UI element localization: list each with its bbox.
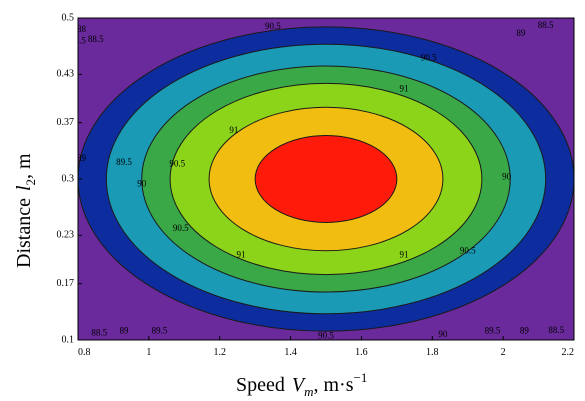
contour-label-21: 88.5 — [548, 325, 564, 335]
x-tick-label-2: 1.2 — [213, 347, 226, 358]
contour-label-25: 89 — [77, 153, 87, 163]
x-tick-label-5: 1.8 — [426, 347, 439, 358]
y-tick-label-2: 0.23 — [57, 230, 75, 241]
contour-label-14: 88.5 — [91, 328, 107, 338]
contour-label-8: 90.5 — [169, 159, 185, 169]
contour-bands — [78, 18, 574, 340]
contour-label-11: 91 — [236, 250, 245, 260]
x-axis-ticks: 0.8 1 1.2 1.4 1.6 1.8 2 2.2 — [77, 336, 575, 358]
y-tick-label-6: 0.5 — [62, 12, 75, 23]
contour-label-22: 89 — [516, 28, 526, 38]
contour-label-17: 90.5 — [318, 330, 334, 340]
contour-label-3: 90.5 — [421, 52, 437, 62]
contour-label-16: 89.5 — [152, 326, 168, 336]
contour-label-12: 91 — [399, 250, 408, 260]
contour-label-1: 88.5 — [538, 20, 554, 30]
y-tick-label-1: 0.17 — [57, 278, 75, 289]
contour-label-15: 89 — [120, 326, 130, 336]
contour-label-20: 89 — [520, 326, 530, 336]
contour-label-9: 90 — [502, 171, 512, 181]
x-tick-label-1: 1 — [146, 347, 151, 358]
y-tick-label-5: 0.43 — [57, 69, 75, 80]
contour-label-7: 90 — [137, 179, 147, 189]
x-tick-label-6: 2 — [501, 347, 506, 358]
contour-label-4: 91 — [399, 84, 408, 94]
x-tick-label-0: 0.8 — [78, 347, 91, 358]
y-tick-label-4: 0.37 — [57, 117, 75, 128]
contour-label-19: 89.5 — [485, 326, 501, 336]
contour-label-24: 88 — [77, 24, 87, 34]
contour-label-0: 88.5 — [88, 34, 104, 44]
y-axis-title: Distancel2, m — [13, 153, 38, 268]
contour-label-10: 90.5 — [173, 223, 189, 233]
x-tick-label-3: 1.4 — [284, 347, 297, 358]
contour-label-2: 90.5 — [265, 21, 281, 31]
contour-label-6: 89.5 — [116, 157, 132, 167]
contour-label-23: 88.5 — [70, 35, 86, 45]
contour-label-18: 90 — [438, 329, 448, 339]
y-tick-label-3: 0.3 — [62, 173, 75, 184]
x-tick-label-7: 2.2 — [562, 347, 575, 358]
contour-label-5: 91 — [229, 125, 238, 135]
y-tick-label-0: 0.1 — [62, 334, 75, 345]
x-tick-label-4: 1.6 — [355, 347, 368, 358]
contour-label-13: 90.5 — [460, 246, 476, 256]
y-axis-ticks: 0.1 0.17 0.23 0.3 0.37 0.43 0.5 — [57, 12, 82, 345]
contour-band-6 — [254, 135, 398, 223]
x-axis-title: Speed Vm, m·s−1 — [236, 370, 367, 399]
